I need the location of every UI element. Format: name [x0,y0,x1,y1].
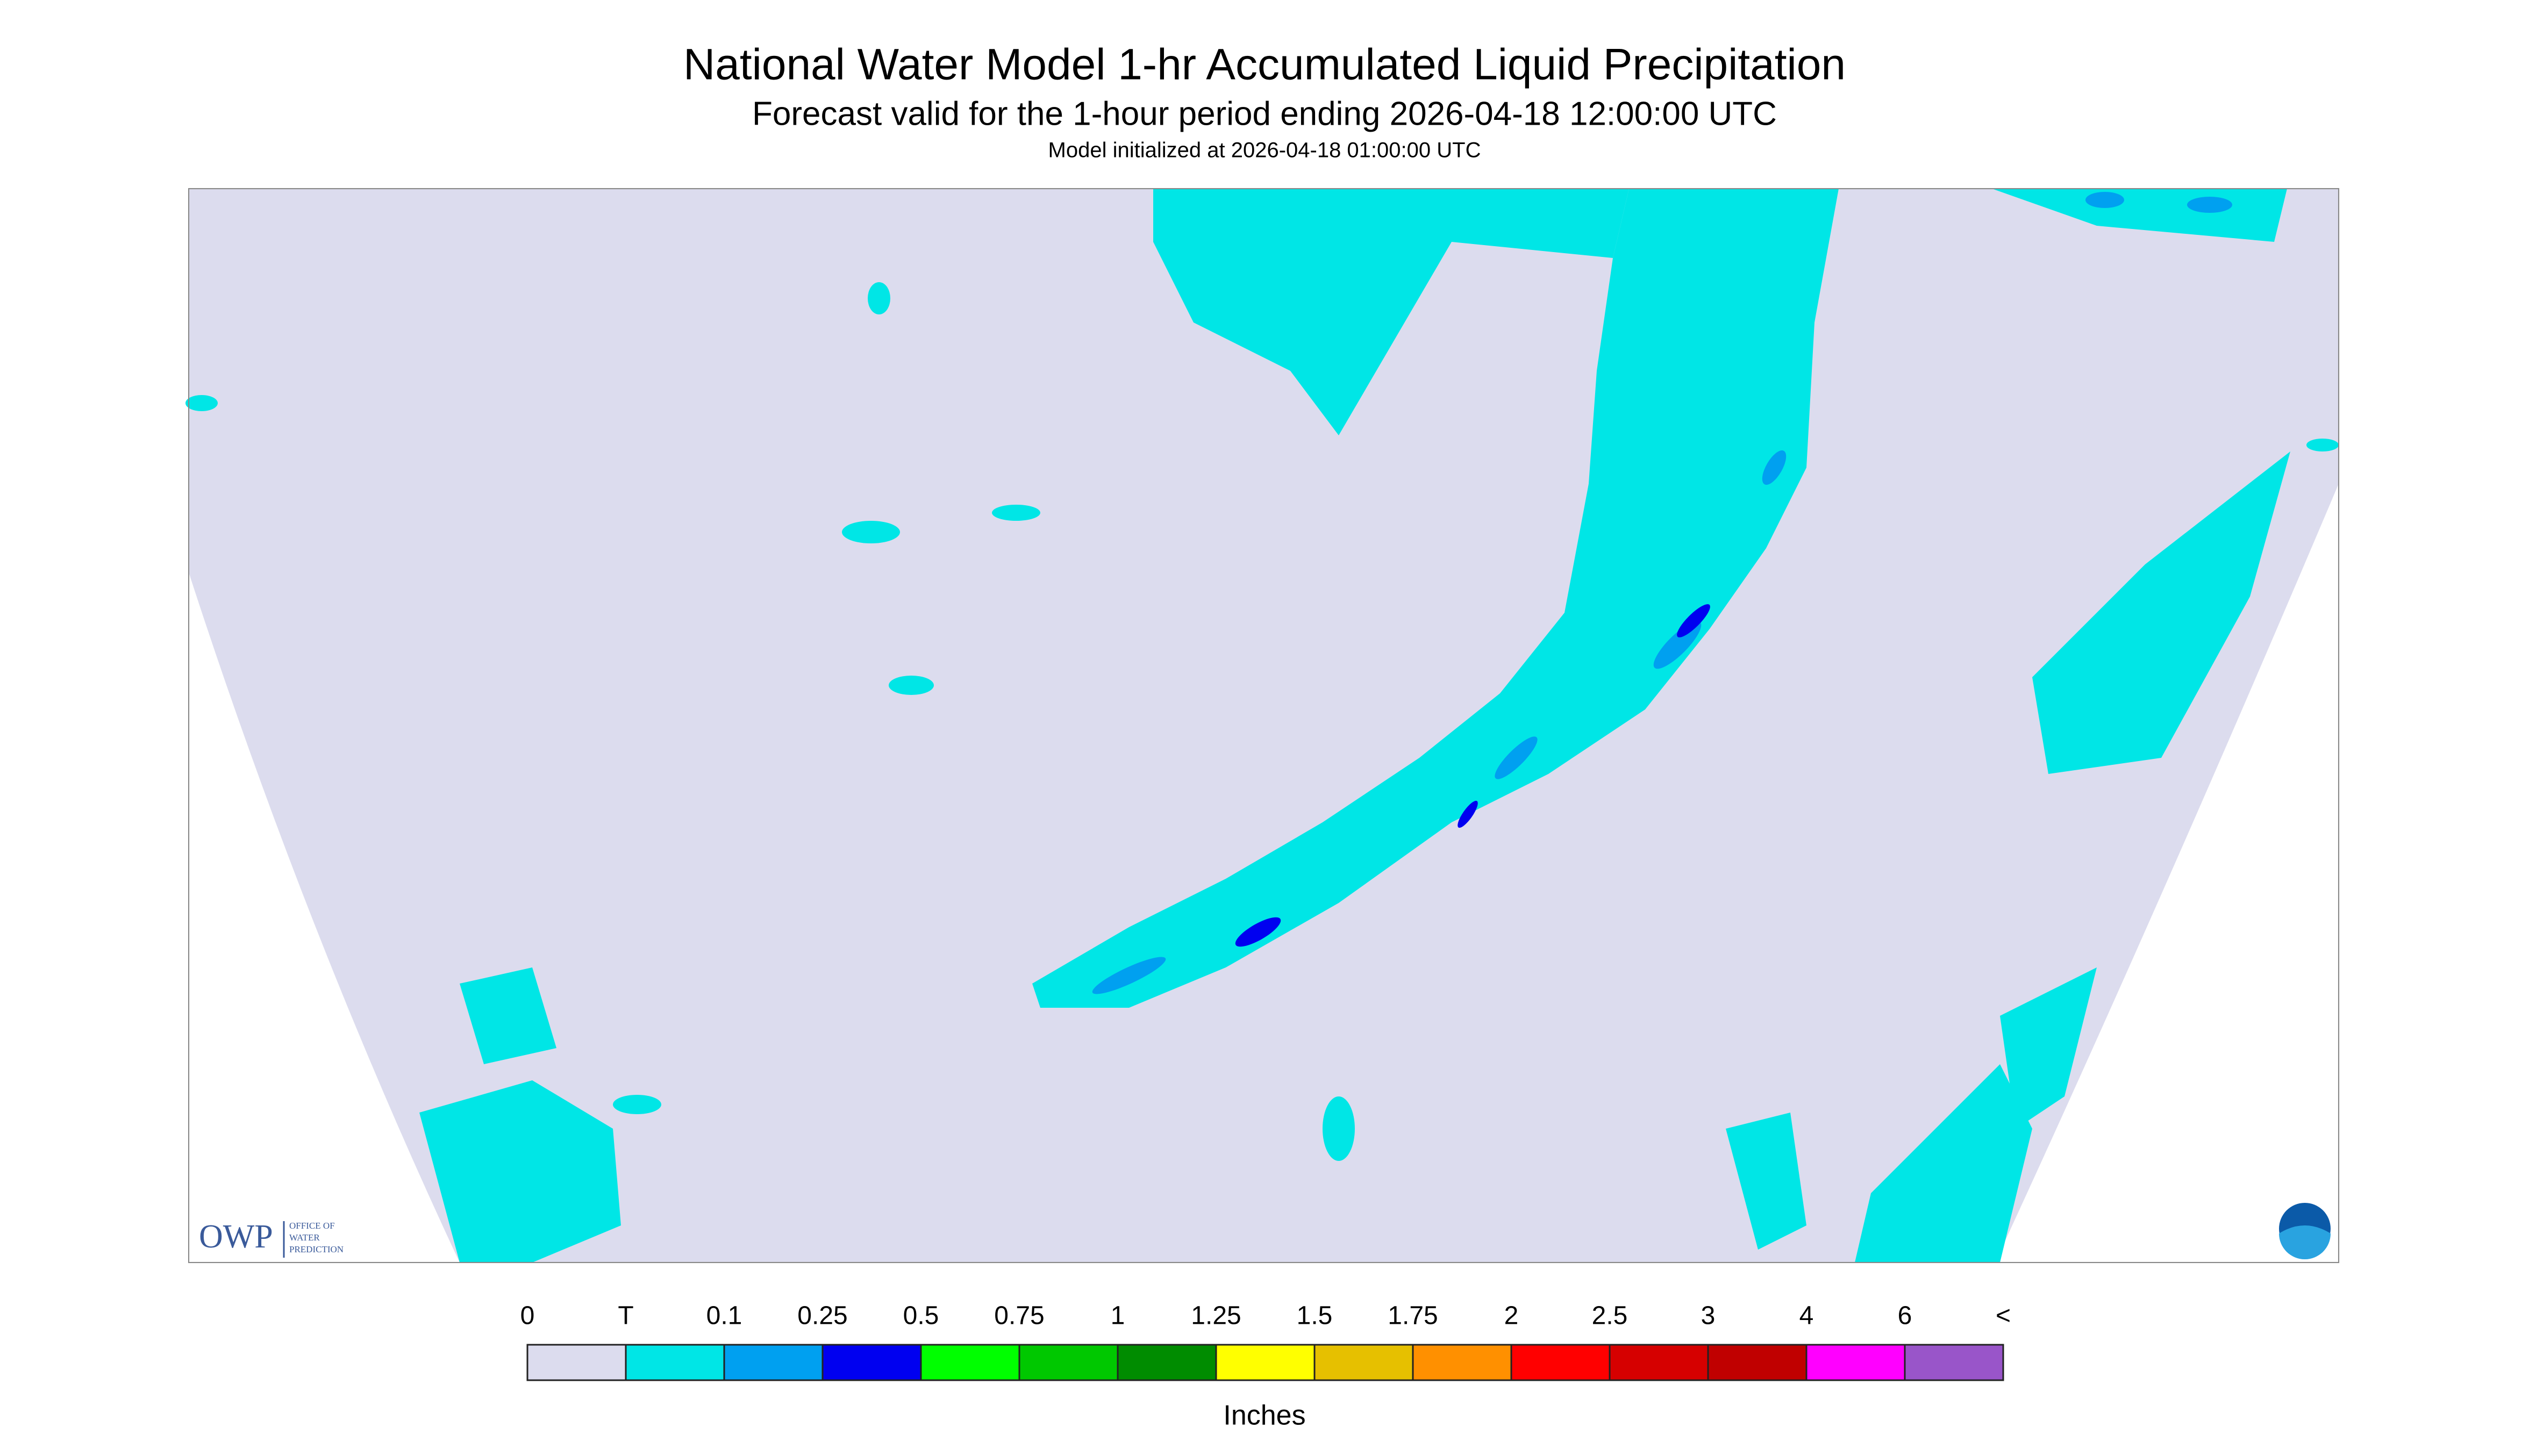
owp-logo: OWP [199,1218,273,1255]
init-time: Model initialized at 2026-04-18 01:00:00… [1048,139,1481,162]
legend-unit: Inches [1223,1400,1305,1431]
legend-label: 0 [520,1302,535,1330]
legend-swatch [1609,1344,1709,1381]
legend-label: 6 [1898,1302,1912,1330]
legend-label: 4 [1799,1302,1814,1330]
legend-label: < [1996,1302,2011,1330]
legend-swatch [1805,1344,1906,1381]
subtitle: Forecast valid for the 1-hour period end… [752,95,1777,132]
precip-moderate [1092,192,2232,994]
map [185,188,2340,1264]
legend-swatch [821,1344,922,1381]
legend-swatch [1018,1344,1119,1381]
precip-light [185,189,2339,1263]
legend-swatch [1117,1344,1217,1381]
legend: 0 T 0.1 0.25 0.5 0.75 1 1.25 1.5 1.75 2 2.5 3 4 6 < [520,1302,2011,1381]
legend-swatch [625,1344,725,1381]
precip-heavy [1235,604,1710,947]
owp-logo-line: OFFICE OF [289,1221,335,1231]
legend-swatch [526,1344,627,1381]
legend-swatch [723,1344,824,1381]
legend-swatch [1215,1344,1316,1381]
legend-swatch [1707,1344,1808,1381]
noaa-logo-wave [2279,1225,2331,1259]
legend-label: 1.75 [1388,1302,1438,1330]
legend-swatch [1412,1344,1512,1381]
title: National Water Model 1-hr Accumulated Li… [683,40,1846,89]
legend-label: 1.25 [1191,1302,1241,1330]
map-frame [188,188,2340,1264]
legend-swatch [1313,1344,1414,1381]
legend-label: 3 [1701,1302,1716,1330]
legend-label: 0.25 [797,1302,847,1330]
legend-label: 0.75 [994,1302,1044,1330]
legend-label: 0.5 [903,1302,939,1330]
legend-label: 2 [1504,1302,1519,1330]
legend-swatch [920,1344,1020,1381]
legend-label: 1.5 [1297,1302,1333,1330]
legend-label: 2.5 [1592,1302,1628,1330]
legend-swatch [1510,1344,1611,1381]
owp-logo-line: WATER [289,1232,320,1243]
legend-label: 0.1 [706,1302,742,1330]
owp-logo-line: PREDICTION [289,1244,344,1254]
legend-swatch [1904,1344,2004,1381]
legend-label: 1 [1111,1302,1125,1330]
legend-label: T [618,1302,633,1330]
